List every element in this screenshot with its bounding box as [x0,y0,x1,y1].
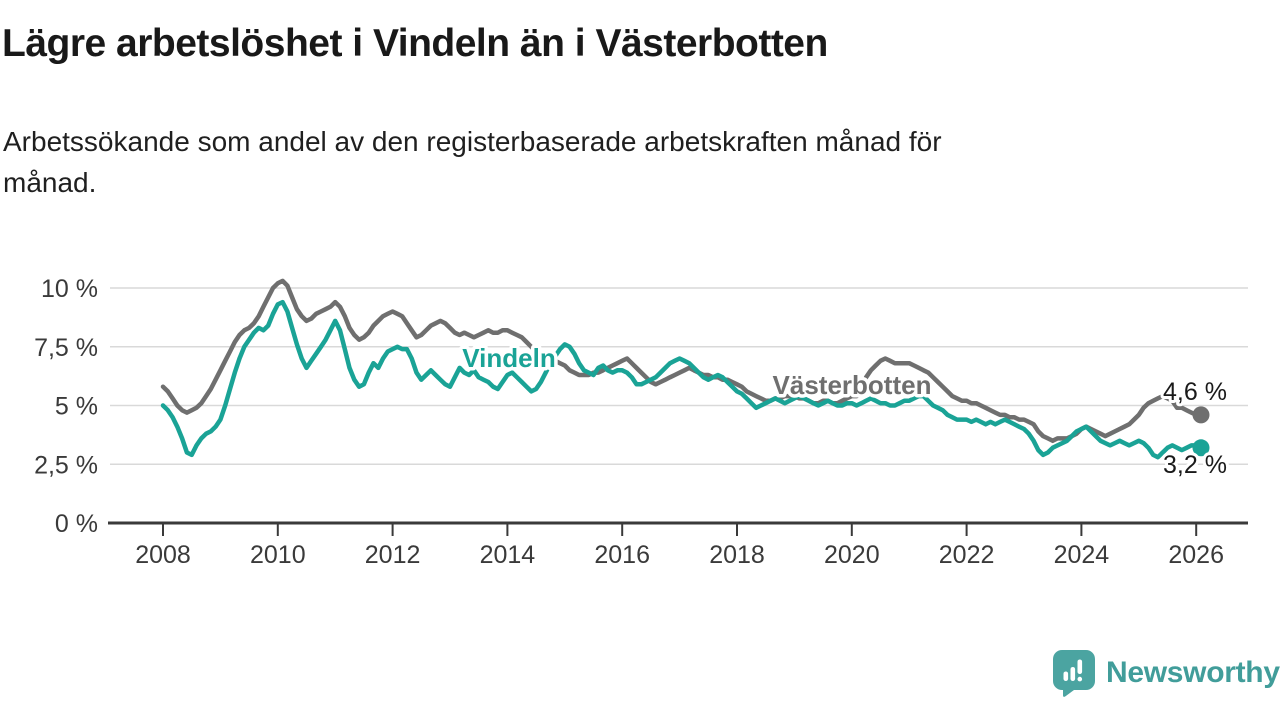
x-axis-tick-label: 2012 [365,541,421,569]
västerbotten-end-dot [1192,406,1210,424]
vindeln-line [160,299,1204,460]
y-axis-tick-label: 10 % [41,275,98,303]
vindeln-end-value-label: 3,2 % [1163,451,1227,479]
x-axis-tick-label: 2020 [824,541,880,569]
västerbotten-end-value-label: 4,6 % [1163,378,1227,406]
vindeln-series-label: Vindeln [462,343,555,373]
newsworthy-logo-icon [1053,650,1095,697]
vindeln-end-dot [1192,439,1210,457]
bar-chart-exclamation-glyph [1063,659,1083,682]
x-axis-tick-label: 2022 [939,541,995,569]
chart-subtitle-line2: månad. [3,167,97,198]
chart-title: Lägre arbetslöshet i Vindeln än i Väster… [2,22,828,65]
västerbotten-series-label: Västerbotten [773,370,932,400]
x-axis-tick-label: 2024 [1054,541,1110,569]
x-axis-tick-label: 2008 [135,541,191,569]
x-axis-tick-label: 2010 [250,541,306,569]
västerbotten-line [160,278,1204,444]
chart-subtitle: Arbetssökande som andel av den registerb… [3,121,942,203]
y-axis-tick-label: 7,5 % [34,334,98,362]
newsworthy-brand[interactable]: Newsworthy [1051,649,1280,697]
y-axis-tick-label: 0 % [55,510,98,538]
x-axis-tick-label: 2018 [709,541,765,569]
chart-subtitle-line1: Arbetssökande som andel av den registerb… [3,126,942,157]
y-axis-tick-label: 5 % [55,393,98,421]
unemployment-line-chart: 0 % 2,5 % 5 % 7,5 % 10 % 2008 2010 2012 2014 2016… [34,275,1248,569]
x-axis-tick-label: 2014 [480,541,536,569]
x-axis-tick-label: 2016 [594,541,650,569]
x-axis-tick-label: 2026 [1168,541,1224,569]
newsworthy-wordmark: Newsworthy [1106,656,1280,689]
y-axis-tick-label: 2,5 % [34,451,98,479]
